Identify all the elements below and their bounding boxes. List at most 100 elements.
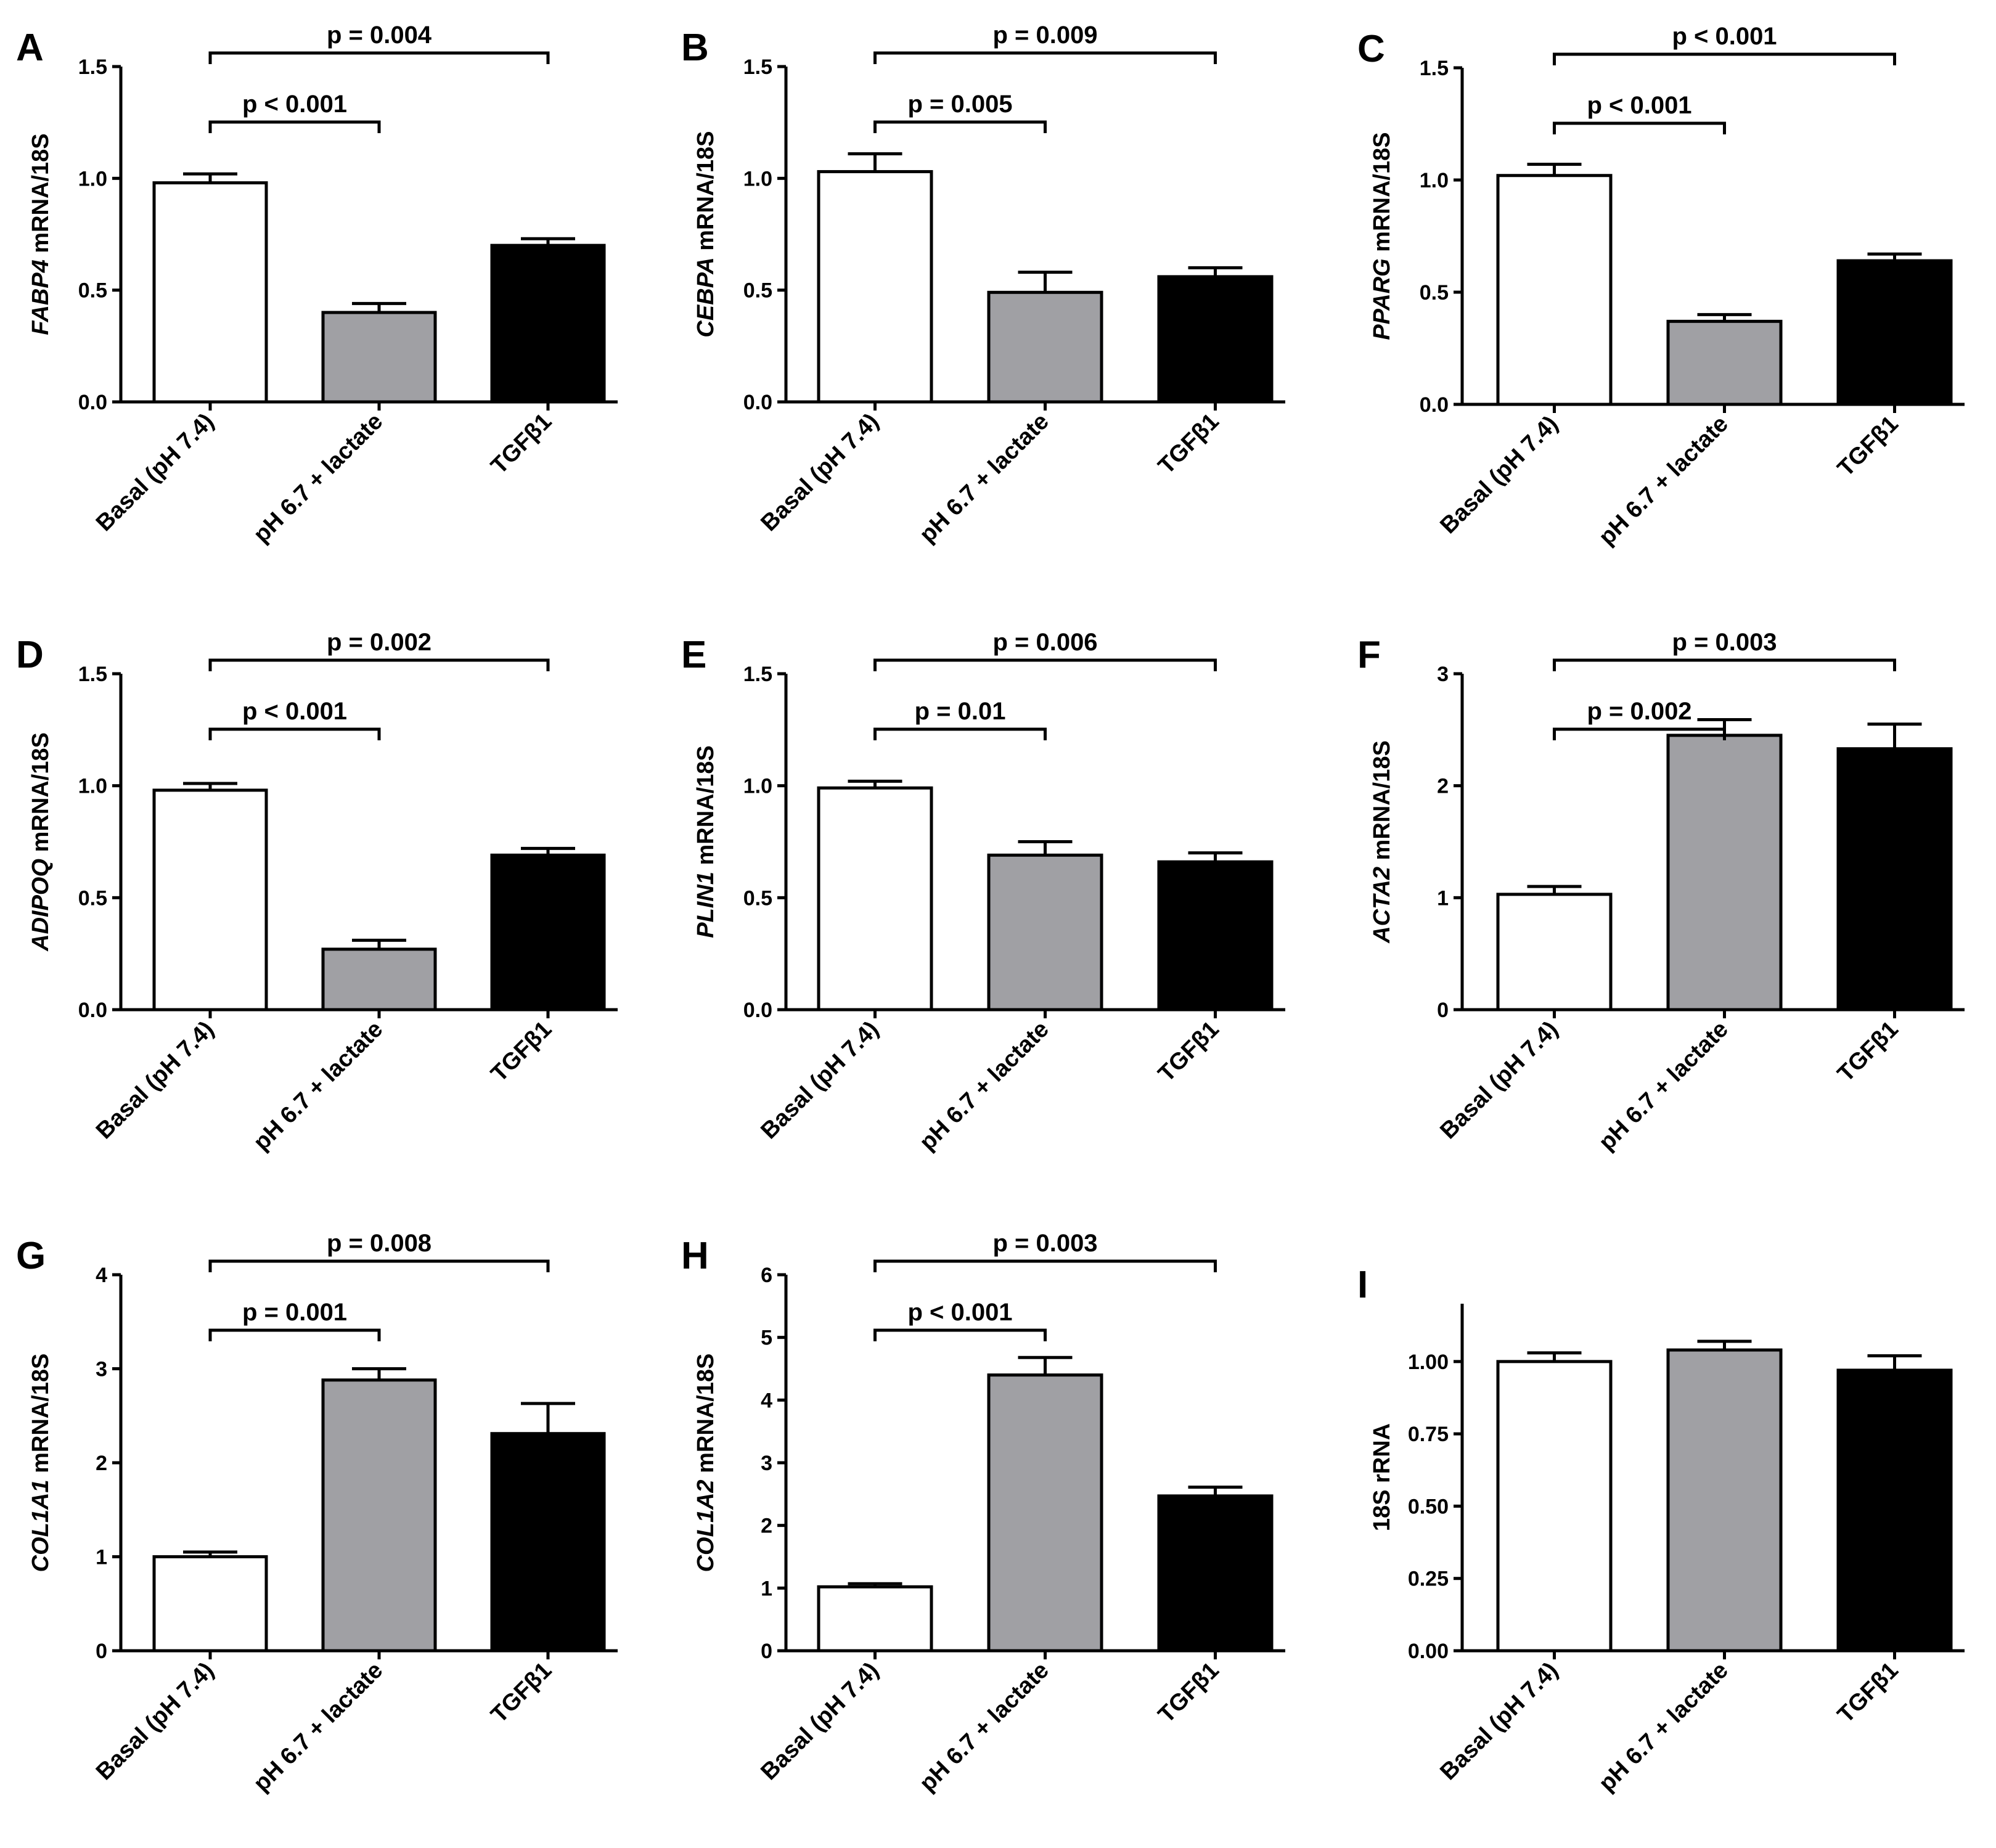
p-value-label: p < 0.001	[242, 698, 347, 725]
y-tick-label: 1.0	[1420, 169, 1449, 192]
x-category-label: pH 6.7 + lactate	[1594, 1016, 1733, 1156]
panel-letter: H	[681, 1235, 709, 1277]
x-category-label: Basal (pH 7.4)	[1435, 1016, 1563, 1144]
bar	[1666, 319, 1783, 406]
bar	[490, 853, 606, 1012]
x-category-label: TGFβ1	[486, 1016, 557, 1087]
y-tick-label: 1.5	[1420, 57, 1449, 80]
y-axis-label: ACTA2 mRNA/18S	[1369, 740, 1395, 944]
panel-e: E 0.0 0.5 1.0 1.5 PLIN1 mRNA/18S Basal (pH 7.4…	[681, 629, 1285, 1156]
y-tick-label: 1.5	[743, 55, 772, 79]
significance-bracket	[873, 1259, 1217, 1272]
bar	[152, 181, 268, 404]
y-tick-label: 0.0	[743, 391, 772, 414]
significance-bracket	[873, 120, 1047, 133]
y-axis-label: ADIPOQ mRNA/18S	[28, 732, 54, 952]
x-category-label: Basal (pH 7.4)	[1435, 411, 1563, 539]
y-axis-gene: CEBPA	[693, 257, 719, 337]
y-tick-label: 0.00	[1408, 1640, 1449, 1663]
x-category-label: Basal (pH 7.4)	[756, 1016, 883, 1144]
panel-letter: E	[681, 634, 706, 676]
panel-i: I 0.00 0.25 0.50 0.75 1.00 18S rRNA Basal (pH 7…	[1357, 1264, 1965, 1797]
panel-letter: B	[681, 27, 709, 69]
y-tick-label: 1.0	[78, 167, 107, 190]
y-tick-label: 1.5	[743, 663, 772, 686]
y-axis-label: FABP4 mRNA/18S	[28, 133, 54, 335]
x-category-label: Basal (pH 7.4)	[1435, 1658, 1563, 1785]
x-category-label: pH 6.7 + lactate	[248, 1658, 388, 1797]
x-category-label: TGFβ1	[486, 1658, 557, 1728]
panel-letter: D	[16, 634, 44, 676]
y-axis-gene: FABP4	[28, 260, 54, 335]
bar	[817, 1585, 933, 1653]
y-tick-label: 4	[96, 1264, 107, 1287]
x-category-label: TGFβ1	[1153, 409, 1224, 480]
y-axis-unit: mRNA/18S	[1369, 132, 1395, 258]
y-axis-unit: mRNA/18S	[693, 1354, 719, 1480]
y-axis-gene: PPARG	[1369, 258, 1395, 340]
y-tick-label: 0.0	[78, 391, 107, 414]
y-axis-label: PPARG mRNA/18S	[1369, 132, 1395, 340]
bar	[817, 170, 933, 404]
p-value-label: p = 0.006	[992, 629, 1097, 656]
significance-bracket	[208, 51, 550, 64]
y-tick-label: 5	[761, 1327, 772, 1350]
bar	[152, 1555, 268, 1653]
y-tick-label: 0.75	[1408, 1423, 1449, 1446]
y-axis-unit: mRNA/18S	[693, 131, 719, 257]
p-value-label: p = 0.003	[992, 1230, 1097, 1257]
y-axis-label: PLIN1 mRNA/18S	[693, 745, 719, 938]
x-category-label: pH 6.7 + lactate	[248, 409, 388, 548]
bar	[321, 947, 437, 1012]
significance-bracket	[208, 1259, 550, 1272]
y-tick-label: 0	[1437, 999, 1449, 1022]
y-axis-unit: mRNA/18S	[28, 732, 54, 859]
y-tick-label: 0.5	[743, 886, 772, 910]
x-category-label: TGFβ1	[1153, 1016, 1224, 1087]
x-category-label: Basal (pH 7.4)	[91, 1658, 219, 1785]
significance-bracket	[208, 120, 381, 133]
bar	[1157, 860, 1274, 1012]
bar	[1836, 747, 1953, 1012]
panel-h: H 0 1 2 3 4 5 6 COL1A2 mRNA/18S Basal (pH 7.4) pH …	[681, 1230, 1285, 1797]
y-tick-label: 0.25	[1408, 1568, 1449, 1591]
x-category-label: TGFβ1	[1833, 1016, 1904, 1087]
bar	[987, 1373, 1103, 1653]
significance-bracket	[873, 658, 1217, 671]
bar	[1666, 734, 1783, 1012]
x-category-label: Basal (pH 7.4)	[756, 1658, 883, 1785]
bar	[1666, 1348, 1783, 1653]
x-category-label: Basal (pH 7.4)	[756, 409, 883, 536]
x-category-label: pH 6.7 + lactate	[915, 1016, 1054, 1156]
y-tick-label: 0	[761, 1640, 772, 1663]
p-value-label: p < 0.001	[907, 1299, 1012, 1326]
x-category-label: pH 6.7 + lactate	[915, 1658, 1054, 1797]
y-axis-gene: ACTA2	[1369, 867, 1395, 944]
p-value-label: p = 0.01	[915, 698, 1006, 725]
bar	[1496, 1360, 1613, 1653]
bar	[490, 1432, 606, 1653]
y-axis-label: COL1A1 mRNA/18S	[28, 1354, 54, 1572]
y-tick-label: 3	[761, 1452, 772, 1475]
bar	[817, 786, 933, 1012]
y-axis-gene: COL1A2	[693, 1479, 719, 1572]
x-category-label: pH 6.7 + lactate	[248, 1016, 388, 1156]
p-value-label: p = 0.005	[907, 91, 1012, 118]
p-value-label: p = 0.003	[1672, 629, 1777, 656]
bar	[321, 1378, 437, 1653]
y-axis-unit: mRNA/18S	[1369, 740, 1395, 867]
p-value-label: p = 0.008	[327, 1230, 432, 1257]
y-tick-label: 1	[761, 1577, 772, 1600]
panel-f: F 0 1 2 3 ACTA2 mRNA/18S Basal (pH 7.4) pH 6.7 …	[1357, 629, 1965, 1156]
y-tick-label: 0.0	[743, 999, 772, 1022]
y-axis-label: CEBPA mRNA/18S	[693, 131, 719, 337]
y-tick-label: 2	[1437, 775, 1449, 798]
significance-bracket	[1553, 121, 1726, 134]
significance-bracket	[873, 727, 1047, 740]
p-value-label: p = 0.002	[327, 629, 432, 656]
y-axis-unit: 18S rRNA	[1369, 1423, 1395, 1531]
x-category-label: pH 6.7 + lactate	[1594, 411, 1733, 550]
panel-g: G 0 1 2 3 4 COL1A1 mRNA/18S Basal (pH 7.4) pH 6.…	[16, 1230, 618, 1797]
bar	[1157, 1494, 1274, 1653]
y-tick-label: 1.0	[78, 775, 107, 798]
